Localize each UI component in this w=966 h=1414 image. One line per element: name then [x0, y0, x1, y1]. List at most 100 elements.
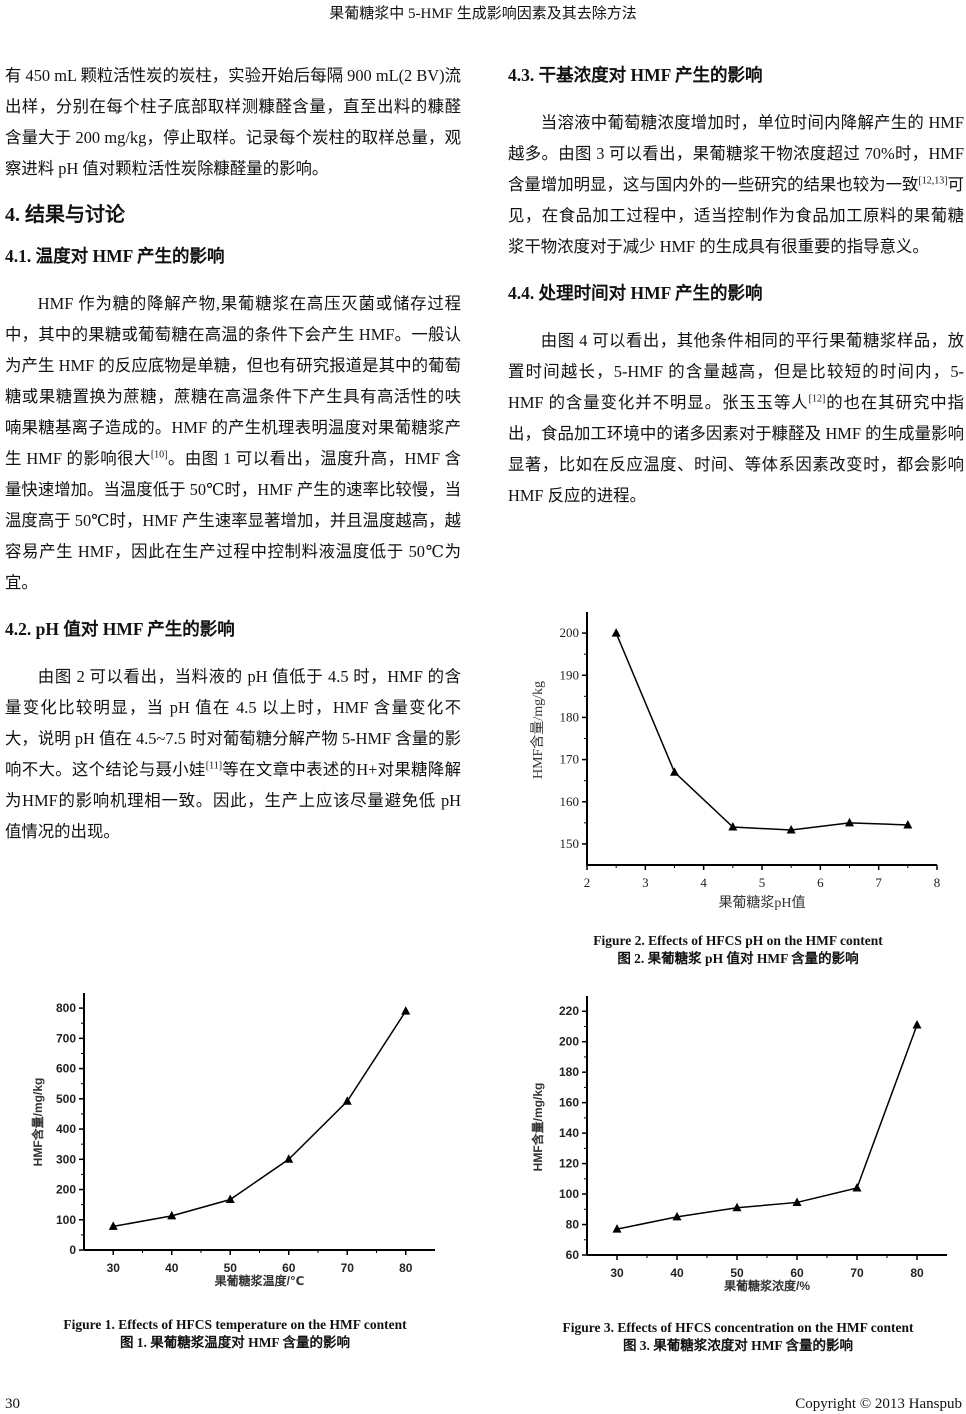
- data-point: [670, 767, 679, 776]
- data-point: [852, 1182, 862, 1192]
- x-axis-label: 果葡糖浆温度/℃: [214, 1273, 305, 1288]
- data-point: [284, 1154, 294, 1163]
- y-tick-label: 200: [559, 1035, 579, 1049]
- caption-cn: 图 3. 果葡糖浆浓度对 HMF 含量的影响: [622, 1338, 854, 1353]
- x-tick-label: 3: [642, 875, 649, 890]
- x-tick-label: 70: [850, 1266, 864, 1280]
- x-tick-label: 60: [282, 1261, 296, 1275]
- subsection-heading: 4.1. 温度对 HMF 产生的影响: [5, 246, 225, 266]
- running-header: 果葡糖浆中 5-HMF 生成影响因素及其去除方法: [329, 6, 637, 22]
- text: 当溶液中葡萄糖浓度增加时，单位时间内降解产生的 HMF 越多。由图 3 可以看出…: [508, 113, 964, 194]
- y-axis-label: HMF含量/mg/kg: [530, 1083, 545, 1172]
- data-line: [616, 1024, 918, 1230]
- paragraph: 当溶液中葡萄糖浓度增加时，单位时间内降解产生的 HMF 越多。由图 3 可以看出…: [508, 107, 964, 262]
- citation[interactable]: [12,13]: [918, 175, 948, 187]
- paragraph: 由图 4 可以看出，其他条件相同的平行果葡糖浆样品，放置时间越长，5-HMF 的…: [508, 325, 964, 511]
- x-tick-label: 4: [700, 875, 707, 890]
- y-tick-label: 600: [56, 1062, 76, 1076]
- y-tick-label: 500: [56, 1092, 76, 1106]
- paragraph: HMF 作为糖的降解产物,果葡糖浆在高压灭菌或储存过程中，其中的果糖或葡萄糖在高…: [5, 288, 461, 598]
- y-tick-label: 200: [560, 625, 580, 640]
- y-tick-label: 800: [56, 1001, 76, 1015]
- y-tick-label: 300: [56, 1152, 76, 1166]
- data-point: [225, 1194, 235, 1204]
- copyright: Copyright © 2013 Hanspub: [795, 1396, 962, 1412]
- left-column: 有 450 mL 颗粒活性炭的炭柱，实验开始后每隔 900 mL(2 BV)流出…: [5, 60, 461, 847]
- y-tick-label: 220: [559, 1004, 579, 1018]
- x-tick-label: 8: [934, 875, 941, 890]
- data-line: [113, 1010, 407, 1228]
- data-point: [786, 825, 796, 834]
- y-tick-label: 180: [560, 709, 580, 724]
- caption-en: Figure 2. Effects of HFCS pH on the HMF …: [593, 933, 883, 948]
- subsection-heading: 4.4. 处理时间对 HMF 产生的影响: [508, 283, 763, 303]
- page-number: 30: [5, 1396, 20, 1412]
- data-point: [903, 819, 913, 829]
- x-tick-label: 5: [759, 875, 766, 890]
- text: 。由图 1 可以看出，温度升高，HMF 含量快速增加。当温度低于 50℃时，HM…: [5, 449, 461, 592]
- text: 等在文章中表述的H+对果糖降解为HMF的影响机理相一致。因此，生产上应该尽量避免…: [5, 760, 461, 841]
- data-point: [732, 1202, 742, 1212]
- caption-en: Figure 1. Effects of HFCS temperature on…: [63, 1317, 407, 1332]
- text: HMF 作为糖的降解产物,果葡糖浆在高压灭菌或储存过程中，其中的果糖或葡萄糖在高…: [5, 294, 461, 468]
- y-axis-label: HMF含量/mg/kg: [30, 1078, 45, 1167]
- y-tick-label: 100: [56, 1213, 76, 1227]
- text: 的也在其研究中指出，食品加工环境中的诸多因素对于糠醛及 HMF 的生成量影响显著…: [508, 393, 965, 505]
- text: 由图 2 可以看出，当料液的 pH 值低于 4.5 时，HMF 的含量变化比较明…: [5, 667, 461, 779]
- data-point: [401, 1006, 411, 1015]
- x-tick-label: 30: [610, 1266, 624, 1280]
- citation[interactable]: [11]: [205, 760, 223, 772]
- citation[interactable]: [12]: [808, 393, 826, 405]
- data-point: [728, 822, 738, 831]
- section-heading: 4. 结果与讨论: [5, 204, 125, 226]
- figure-3-caption: Figure 3. Effects of HFCS concentration …: [510, 1319, 966, 1355]
- x-tick-label: 6: [817, 875, 824, 890]
- data-point: [167, 1210, 177, 1220]
- x-tick-label: 30: [107, 1261, 121, 1275]
- caption-cn: 图 2. 果葡糖浆 pH 值对 HMF 含量的影响: [617, 951, 859, 966]
- x-tick-label: 40: [670, 1266, 684, 1280]
- subsection-heading: 4.3. 干基浓度对 HMF 产生的影响: [508, 65, 763, 85]
- y-tick-label: 150: [560, 836, 580, 851]
- x-tick-label: 7: [875, 875, 882, 890]
- x-tick-label: 80: [399, 1261, 413, 1275]
- x-axis-label: 果葡糖浆浓度/%: [723, 1278, 810, 1293]
- caption-en: Figure 3. Effects of HFCS concentration …: [562, 1320, 914, 1335]
- data-point: [672, 1211, 682, 1221]
- x-tick-label: 70: [341, 1261, 355, 1275]
- y-tick-label: 0: [69, 1243, 76, 1257]
- y-tick-label: 80: [566, 1218, 580, 1232]
- x-tick-label: 60: [790, 1266, 804, 1280]
- data-line: [615, 632, 908, 831]
- y-axis-label: HMF含量/mg/kg: [530, 681, 546, 779]
- figure-1-caption: Figure 1. Effects of HFCS temperature on…: [10, 1316, 460, 1352]
- figure-2-caption: Figure 2. Effects of HFCS pH on the HMF …: [510, 932, 966, 968]
- data-point: [612, 1224, 622, 1233]
- data-point: [611, 628, 621, 637]
- figure-3-chart: 30 40 50 60 70 80 60 80 100 120 140 160 180 200 220 果葡糖…: [530, 996, 947, 1293]
- y-tick-label: 100: [559, 1187, 579, 1201]
- x-tick-label: 50: [224, 1261, 238, 1275]
- x-tick-label: 80: [910, 1266, 924, 1280]
- y-tick-label: 160: [559, 1096, 579, 1110]
- y-tick-label: 140: [559, 1126, 579, 1140]
- y-tick-label: 700: [56, 1031, 76, 1045]
- x-tick-label: 40: [165, 1261, 179, 1275]
- y-tick-label: 170: [560, 752, 580, 767]
- figure-1-chart: 30 40 50 60 70 800100200300400500600700800果葡糖…: [30, 993, 435, 1288]
- subsection-heading: 4.2. pH 值对 HMF 产生的影响: [5, 619, 235, 639]
- x-tick-label: 2: [584, 875, 591, 890]
- right-column: 4.3. 干基浓度对 HMF 产生的影响 当溶液中葡萄糖浓度增加时，单位时间内降…: [508, 60, 964, 511]
- y-tick-label: 190: [560, 667, 580, 682]
- data-point: [792, 1197, 802, 1206]
- figure-2-chart: 2 3 4 5 6 7 8 150 160 170 180 190 200 果葡糖浆pH值 HMF含量/mg…: [530, 612, 941, 911]
- x-tick-label: 50: [730, 1266, 744, 1280]
- x-axis-label: 果葡糖浆pH值: [718, 895, 805, 911]
- text: 由图 4 可以看出，其他条件相同的平行果葡糖浆样品，放置时间越长，5-HMF 的…: [508, 331, 964, 412]
- y-tick-label: 120: [559, 1157, 579, 1171]
- y-tick-label: 60: [566, 1248, 580, 1262]
- y-tick-label: 180: [559, 1065, 579, 1079]
- data-point: [845, 817, 854, 827]
- citation[interactable]: [10]: [150, 449, 168, 461]
- y-tick-label: 160: [560, 794, 580, 809]
